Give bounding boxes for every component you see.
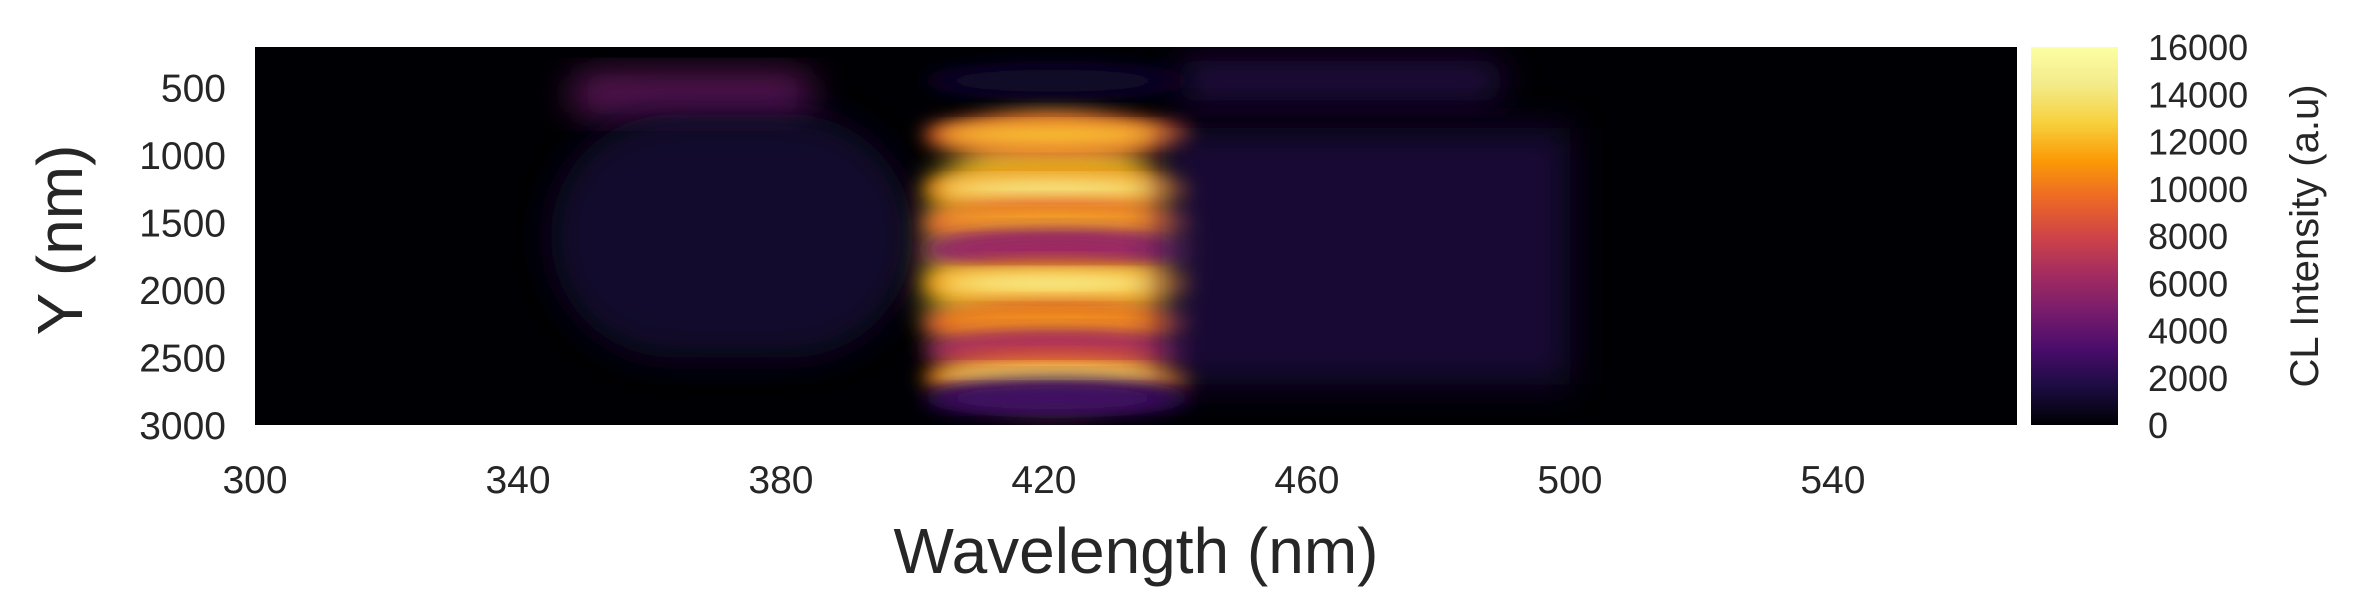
emission-core-3 — [937, 177, 1168, 200]
y-tick-label: 1000 — [139, 135, 226, 178]
x-tick-label: 380 — [748, 459, 813, 502]
emission-core-4 — [937, 211, 1168, 234]
x-tick-label: 340 — [485, 459, 550, 502]
colorbar-tick-label: 16000 — [2148, 27, 2248, 68]
emission-core-1 — [937, 69, 1168, 92]
heatmap-feature-1 — [570, 74, 814, 115]
emission-core-6 — [937, 272, 1168, 295]
x-axis-ticks: 300 340 380 420 460 500 540 — [222, 459, 1865, 502]
emission-tail — [1162, 128, 1570, 385]
y-tick-label: 2000 — [139, 270, 226, 313]
y-axis-ticks: 500 1000 1500 2000 2500 3000 — [139, 68, 226, 449]
colorbar-tick-label: 4000 — [2148, 311, 2228, 352]
emission-core-10 — [937, 387, 1168, 409]
emission-core-8 — [937, 339, 1168, 362]
x-tick-label: 500 — [1537, 459, 1602, 502]
emission-core-2 — [937, 123, 1168, 146]
colorbar-tick-label: 6000 — [2148, 263, 2228, 304]
y-tick-label: 500 — [161, 68, 226, 111]
x-tick-label: 460 — [1274, 459, 1339, 502]
x-tick-label: 300 — [222, 459, 287, 502]
colorbar-ticks: 0 2000 4000 6000 8000 10000 12000 14000 16000 — [2148, 27, 2248, 446]
x-tick-label: 420 — [1011, 459, 1076, 502]
y-tick-label: 2500 — [139, 338, 226, 381]
heatmap-feature-3 — [550, 114, 913, 358]
x-tick-label: 540 — [1800, 459, 1865, 502]
y-tick-label: 3000 — [139, 405, 226, 448]
colorbar-tick-label: 10000 — [2148, 169, 2248, 210]
heatmap-image — [550, 60, 1570, 418]
emission-core-5 — [937, 238, 1168, 261]
y-axis-title: Y (nm) — [24, 145, 96, 336]
colorbar-tick-label: 0 — [2148, 405, 2168, 446]
colorbar-tick-label: 8000 — [2148, 216, 2228, 257]
x-axis-title: Wavelength (nm) — [894, 515, 1379, 587]
emission-core-7 — [937, 312, 1168, 335]
colorbar — [2031, 47, 2118, 425]
colorbar-tick-label: 14000 — [2148, 74, 2248, 115]
heatmap-feature-4 — [1175, 60, 1505, 101]
colorbar-title: CL Intensity (a.u) — [2283, 84, 2327, 387]
colorbar-tick-label: 12000 — [2148, 122, 2248, 163]
y-tick-label: 1500 — [139, 203, 226, 246]
colorbar-tick-label: 2000 — [2148, 358, 2228, 399]
